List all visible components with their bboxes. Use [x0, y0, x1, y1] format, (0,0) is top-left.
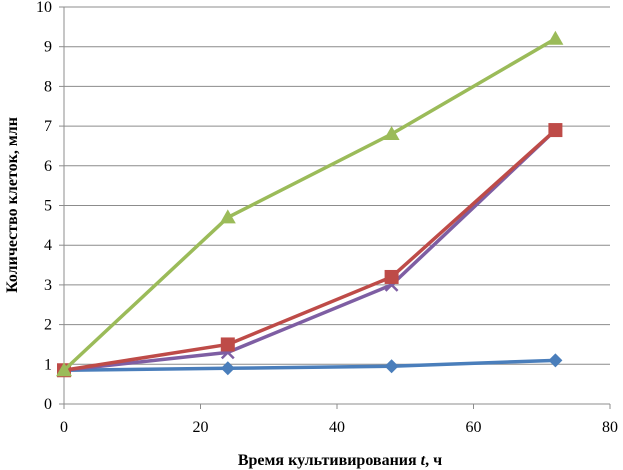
gridlines	[64, 6, 610, 365]
series-4	[56, 30, 564, 377]
axes	[59, 6, 611, 409]
x-tick-labels: 0 20 40 60 80	[60, 419, 618, 436]
series-1-line	[62, 358, 558, 373]
x-axis-title: Время культивирования t, ч	[238, 452, 442, 469]
y-tick-label-1: 1	[44, 356, 52, 373]
y-tick-label-10: 10	[36, 0, 52, 16]
y-tick-labels: 0 1 2 3 4 5 6 7 8 9 10	[36, 0, 52, 413]
y-tick-label-5: 5	[44, 198, 52, 215]
series-3-point-4	[548, 123, 563, 138]
series-3-line	[62, 128, 558, 373]
series-2	[57, 123, 563, 378]
series-4-point-2	[219, 209, 236, 224]
y-tick-label-2: 2	[44, 317, 52, 334]
x-tick-label-60: 60	[466, 419, 482, 436]
series-4-point-1	[56, 362, 72, 377]
series-4-point-3	[383, 126, 400, 141]
y-tick-label-7: 7	[44, 118, 52, 135]
y-tick-label-4: 4	[44, 237, 52, 254]
series-3-point-3	[384, 269, 399, 284]
series-3-point-2	[220, 337, 235, 352]
series-2-line	[62, 128, 558, 373]
series-1-point-3	[384, 359, 399, 374]
series-4-line	[62, 37, 558, 373]
y-tick-label-9: 9	[44, 39, 52, 56]
x-tick-label-80: 80	[602, 419, 618, 436]
series-1-point-2	[220, 361, 235, 376]
y-tick-label-6: 6	[44, 158, 52, 175]
x-tick-label-20: 20	[193, 419, 209, 436]
y-axis-title: Количество клеток, млн	[4, 117, 21, 293]
y-tick-label-0: 0	[44, 396, 52, 413]
x-tick-label-0: 0	[60, 419, 68, 436]
y-tick-label-8: 8	[44, 78, 52, 95]
data-series	[56, 30, 564, 378]
series-1-point-4	[548, 353, 563, 368]
y-tick-label-3: 3	[44, 277, 52, 294]
series-4-point-4	[547, 30, 564, 45]
series-1	[57, 353, 563, 378]
series-3	[57, 123, 563, 378]
x-tick-label-40: 40	[329, 419, 345, 436]
